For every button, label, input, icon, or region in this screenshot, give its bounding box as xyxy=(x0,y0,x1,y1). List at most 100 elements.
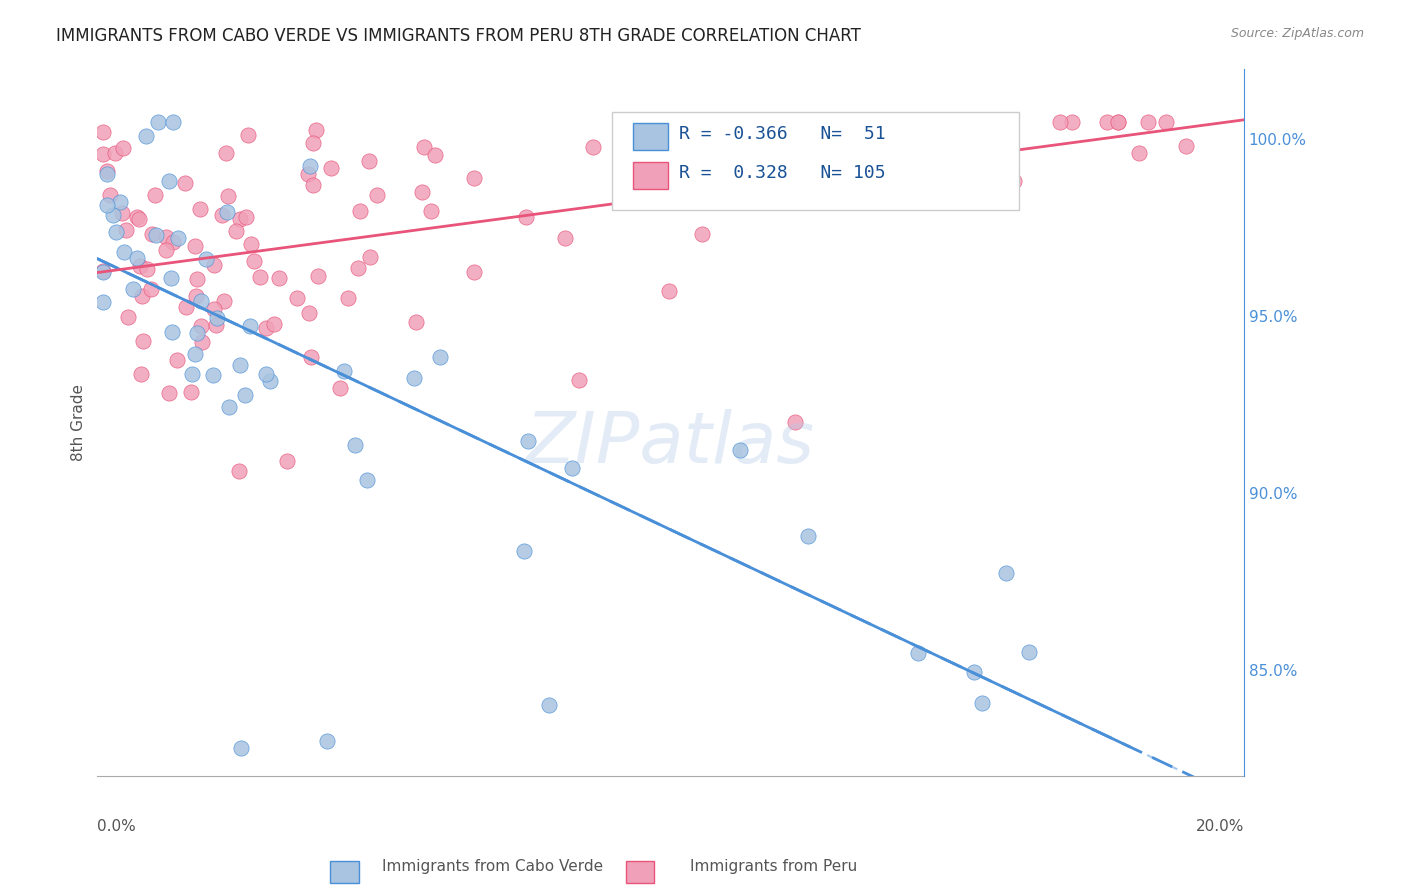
Immigrants from Cabo Verde xyxy=(402,371,425,385)
Immigrants from Peru xyxy=(162,235,184,249)
Immigrants from Peru xyxy=(987,144,1010,158)
Immigrants from Cabo Verde xyxy=(105,225,128,239)
Text: Immigrants from Cabo Verde: Immigrants from Cabo Verde xyxy=(381,859,603,874)
Immigrants from Cabo Verde xyxy=(125,251,148,265)
Immigrants from Peru xyxy=(276,454,298,468)
Immigrants from Peru xyxy=(285,292,308,306)
Immigrants from Peru xyxy=(117,310,139,324)
Immigrants from Cabo Verde xyxy=(122,282,145,296)
Immigrants from Cabo Verde xyxy=(145,227,167,242)
Immigrants from Peru xyxy=(934,114,956,128)
Immigrants from Peru xyxy=(157,385,180,400)
Immigrants from Cabo Verde xyxy=(91,295,114,310)
Immigrants from Peru xyxy=(129,259,152,273)
Immigrants from Cabo Verde xyxy=(315,734,337,748)
Immigrants from Peru xyxy=(91,126,114,140)
Immigrants from Peru xyxy=(114,222,136,236)
Immigrants from Peru xyxy=(366,187,388,202)
Immigrants from Peru xyxy=(297,167,319,181)
Immigrants from Peru xyxy=(225,224,247,238)
Immigrants from Peru xyxy=(785,415,807,429)
Immigrants from Peru xyxy=(411,185,433,199)
Immigrants from Cabo Verde xyxy=(333,364,356,378)
Immigrants from Cabo Verde xyxy=(356,473,378,487)
Immigrants from Peru xyxy=(125,210,148,224)
Immigrants from Peru xyxy=(336,291,359,305)
Immigrants from Cabo Verde xyxy=(167,230,190,244)
Immigrants from Cabo Verde xyxy=(160,325,183,339)
Immigrants from Peru xyxy=(413,139,436,153)
Immigrants from Peru xyxy=(1107,114,1129,128)
Y-axis label: 8th Grade: 8th Grade xyxy=(72,384,86,461)
Immigrants from Cabo Verde xyxy=(157,174,180,188)
Immigrants from Peru xyxy=(610,124,633,138)
Immigrants from Peru xyxy=(180,384,202,399)
Immigrants from Peru xyxy=(235,211,257,225)
Immigrants from Peru xyxy=(249,269,271,284)
Immigrants from Peru xyxy=(1049,114,1071,128)
Immigrants from Peru xyxy=(263,317,285,331)
Text: IMMIGRANTS FROM CABO VERDE VS IMMIGRANTS FROM PERU 8TH GRADE CORRELATION CHART: IMMIGRANTS FROM CABO VERDE VS IMMIGRANTS… xyxy=(56,27,860,45)
Immigrants from Peru xyxy=(696,114,718,128)
Immigrants from Peru xyxy=(132,334,155,349)
Immigrants from Cabo Verde xyxy=(96,167,118,181)
Immigrants from Cabo Verde xyxy=(907,646,929,660)
Immigrants from Peru xyxy=(211,209,233,223)
Immigrants from Cabo Verde xyxy=(516,434,538,448)
Immigrants from Peru xyxy=(191,334,214,349)
Text: 20.0%: 20.0% xyxy=(1195,819,1244,834)
Immigrants from Peru xyxy=(1175,139,1198,153)
Immigrants from Cabo Verde xyxy=(344,438,367,452)
Immigrants from Peru xyxy=(135,261,157,276)
Immigrants from Peru xyxy=(186,271,208,285)
Immigrants from Peru xyxy=(1002,174,1025,188)
Immigrants from Peru xyxy=(141,227,163,241)
Immigrants from Cabo Verde xyxy=(218,401,240,415)
Immigrants from Peru xyxy=(855,114,877,128)
Immigrants from Cabo Verde xyxy=(202,368,225,382)
Immigrants from Cabo Verde xyxy=(160,271,183,285)
Immigrants from Peru xyxy=(254,321,277,335)
Immigrants from Peru xyxy=(98,188,121,202)
Immigrants from Peru xyxy=(423,148,446,162)
Immigrants from Peru xyxy=(155,229,177,244)
Immigrants from Peru xyxy=(139,282,162,296)
Immigrants from Peru xyxy=(217,189,239,203)
Immigrants from Cabo Verde xyxy=(239,318,262,333)
Immigrants from Peru xyxy=(243,254,266,268)
Immigrants from Peru xyxy=(832,128,855,143)
Immigrants from Cabo Verde xyxy=(259,374,281,388)
Immigrants from Peru xyxy=(174,176,197,190)
Immigrants from Peru xyxy=(202,302,225,317)
Immigrants from Peru xyxy=(1154,114,1177,128)
Immigrants from Cabo Verde xyxy=(538,698,561,713)
Immigrants from Peru xyxy=(773,123,796,137)
Immigrants from Peru xyxy=(349,203,371,218)
Immigrants from Peru xyxy=(359,250,381,264)
Immigrants from Peru xyxy=(104,146,127,161)
Immigrants from Cabo Verde xyxy=(229,740,252,755)
Immigrants from Peru xyxy=(299,350,322,364)
Immigrants from Peru xyxy=(690,227,713,241)
Immigrants from Peru xyxy=(1097,114,1119,128)
Immigrants from Peru xyxy=(419,204,441,219)
Immigrants from Peru xyxy=(188,202,211,216)
Immigrants from Peru xyxy=(359,154,381,169)
Immigrants from Peru xyxy=(91,147,114,161)
Immigrants from Cabo Verde xyxy=(108,195,131,210)
Immigrants from Peru xyxy=(515,210,537,224)
Immigrants from Peru xyxy=(302,178,325,192)
Immigrants from Peru xyxy=(621,182,644,196)
Immigrants from Peru xyxy=(184,289,207,303)
Immigrants from Peru xyxy=(1108,114,1130,128)
Immigrants from Peru xyxy=(307,268,329,283)
Immigrants from Peru xyxy=(240,237,263,252)
Immigrants from Peru xyxy=(319,161,342,175)
Text: 0.0%: 0.0% xyxy=(97,819,136,834)
Text: R =  0.328   N= 105: R = 0.328 N= 105 xyxy=(679,164,886,182)
Immigrants from Peru xyxy=(581,140,603,154)
Immigrants from Peru xyxy=(129,367,152,381)
Immigrants from Peru xyxy=(1128,146,1150,161)
Immigrants from Peru xyxy=(298,306,321,320)
Immigrants from Peru xyxy=(215,145,238,160)
